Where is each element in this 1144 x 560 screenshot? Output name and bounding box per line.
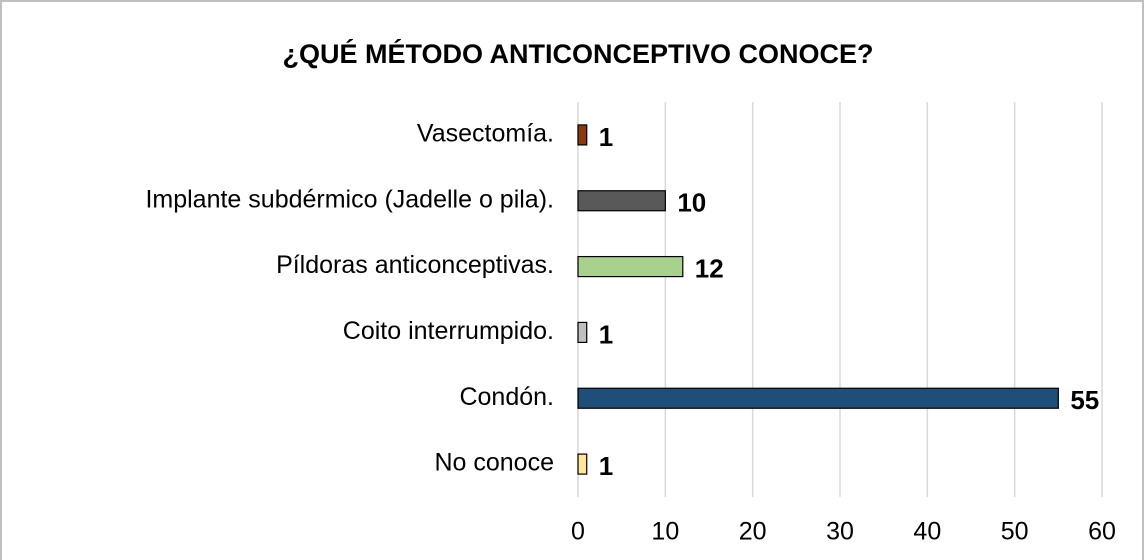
x-tick-label: 50 [1001, 518, 1029, 546]
y-tick-label: Píldoras anticonceptivas. [276, 251, 554, 279]
data-label: 12 [695, 253, 724, 283]
data-label: 1 [599, 122, 613, 152]
y-tick-label: Condón. [459, 383, 554, 411]
chart-title: ¿QUÉ MÉTODO ANTICONCEPTIVO CONOCE? [282, 38, 873, 69]
bar [577, 124, 588, 146]
bar [577, 453, 588, 475]
y-tick-label: No conoce [434, 449, 554, 477]
x-tick-label: 0 [571, 518, 585, 546]
data-label: 10 [677, 188, 706, 218]
bar [577, 255, 684, 278]
data-label: 55 [1070, 385, 1099, 415]
y-tick-label: Implante subdérmico (Jadelle o pila). [145, 185, 554, 213]
y-tick-label: Coito interrumpido. [343, 317, 554, 345]
y-tick-label: Vasectomía. [417, 120, 554, 148]
data-label: 1 [599, 451, 613, 481]
x-tick-label: 30 [826, 518, 854, 546]
x-tick-label: 20 [739, 518, 767, 546]
x-tick-label: 10 [651, 518, 679, 546]
bar [577, 321, 588, 344]
data-label: 1 [599, 319, 613, 349]
x-tick-label: 40 [913, 518, 941, 546]
bar [577, 387, 1059, 409]
x-tick-label: 60 [1088, 518, 1116, 546]
bar [577, 190, 666, 212]
